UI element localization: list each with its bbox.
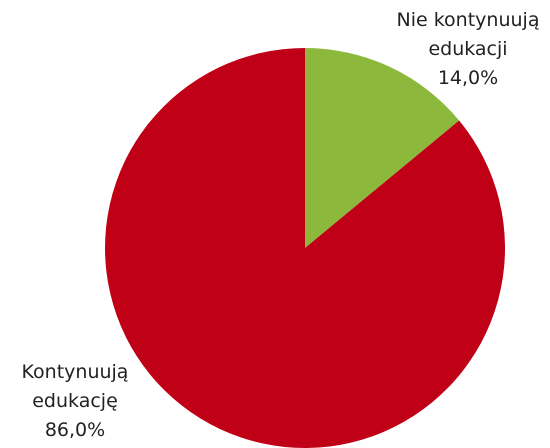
category-label: Nie kontynuują edukacji	[396, 9, 540, 60]
slice-label: Nie kontynuują edukacji 14,0%	[380, 6, 550, 93]
slice-label: Kontynuują edukację 86,0%	[5, 358, 145, 445]
pie-slice	[305, 48, 460, 248]
value-label: 14,0%	[437, 67, 499, 89]
category-label: Kontynuują edukację	[21, 361, 129, 412]
value-label: 86,0%	[44, 419, 106, 441]
pie-slice	[104, 48, 505, 448]
